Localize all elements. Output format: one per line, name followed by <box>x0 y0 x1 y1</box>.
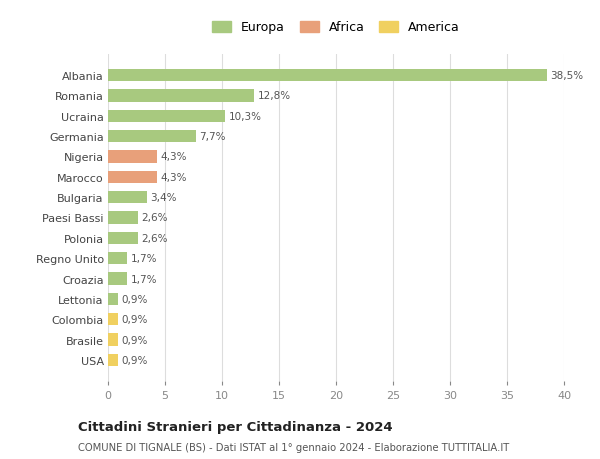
Bar <box>108 70 547 82</box>
Bar <box>108 212 137 224</box>
Bar <box>108 171 157 184</box>
Text: 7,7%: 7,7% <box>199 132 226 142</box>
Bar <box>108 313 118 325</box>
Bar <box>108 334 118 346</box>
Text: COMUNE DI TIGNALE (BS) - Dati ISTAT al 1° gennaio 2024 - Elaborazione TUTTITALIA: COMUNE DI TIGNALE (BS) - Dati ISTAT al 1… <box>78 442 509 452</box>
Text: 1,7%: 1,7% <box>131 274 157 284</box>
Bar <box>108 151 157 163</box>
Text: 0,9%: 0,9% <box>122 355 148 365</box>
Text: 0,9%: 0,9% <box>122 294 148 304</box>
Text: 38,5%: 38,5% <box>550 71 583 81</box>
Text: 10,3%: 10,3% <box>229 112 262 122</box>
Text: 2,6%: 2,6% <box>141 233 167 243</box>
Text: 0,9%: 0,9% <box>122 335 148 345</box>
Text: 4,3%: 4,3% <box>160 173 187 182</box>
Text: 0,9%: 0,9% <box>122 314 148 325</box>
Legend: Europa, Africa, America: Europa, Africa, America <box>209 19 463 37</box>
Text: Cittadini Stranieri per Cittadinanza - 2024: Cittadini Stranieri per Cittadinanza - 2… <box>78 420 392 433</box>
Bar <box>108 252 127 265</box>
Text: 4,3%: 4,3% <box>160 152 187 162</box>
Bar <box>108 111 226 123</box>
Bar <box>108 232 137 244</box>
Bar <box>108 131 196 143</box>
Bar <box>108 293 118 305</box>
Text: 2,6%: 2,6% <box>141 213 167 223</box>
Text: 12,8%: 12,8% <box>257 91 290 101</box>
Bar <box>108 192 147 204</box>
Bar <box>108 90 254 102</box>
Bar <box>108 354 118 366</box>
Text: 3,4%: 3,4% <box>150 193 176 203</box>
Text: 1,7%: 1,7% <box>131 254 157 263</box>
Bar <box>108 273 127 285</box>
